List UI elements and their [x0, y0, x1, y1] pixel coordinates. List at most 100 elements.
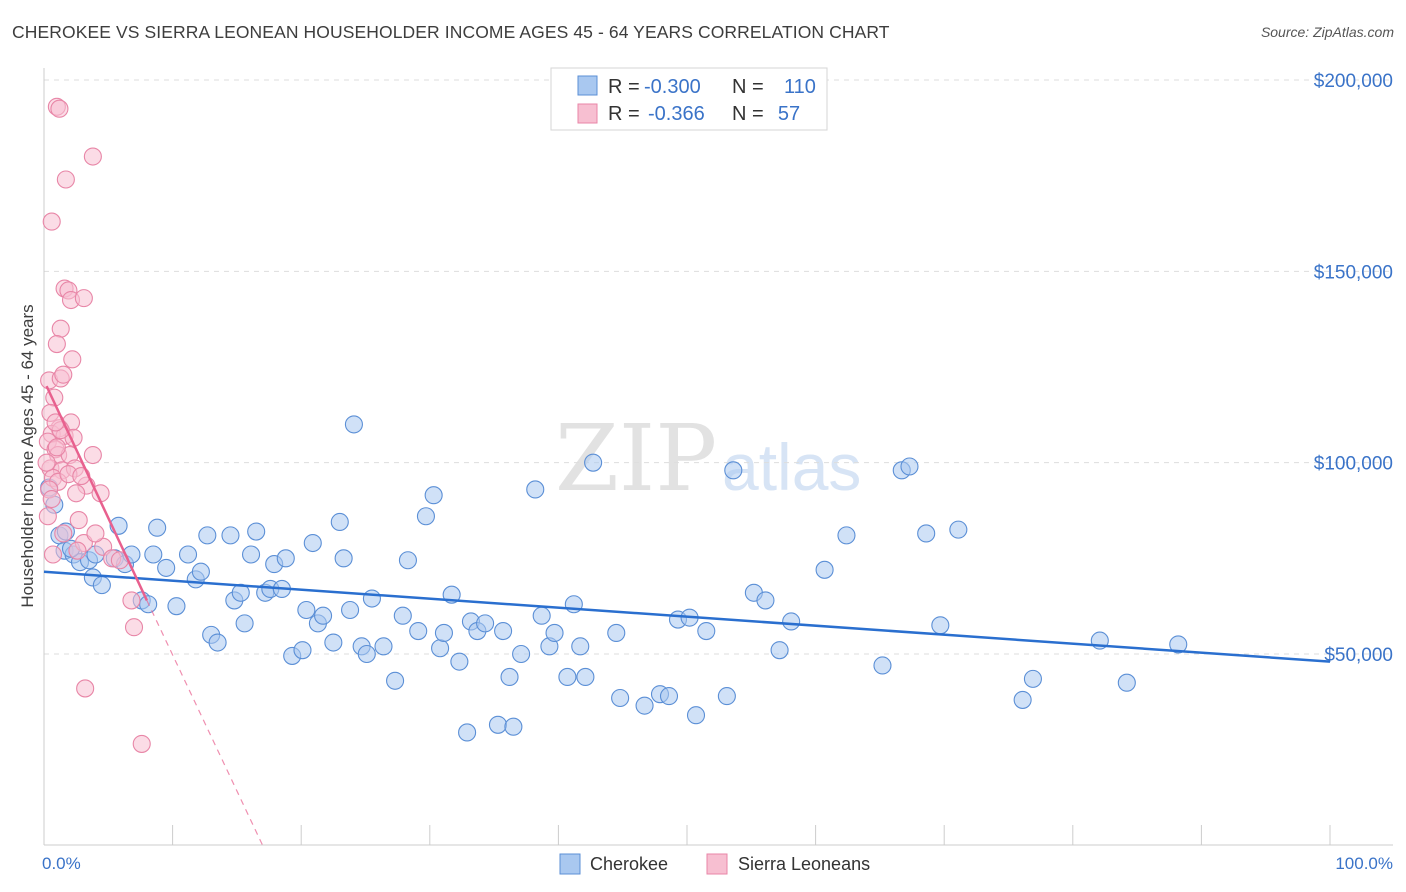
cherokee-point: [198, 526, 217, 545]
cherokee-point: [297, 600, 316, 620]
cherokee-point: [458, 723, 477, 742]
cherokee-point: [931, 616, 950, 635]
cherokee-trend-line: [43, 570, 1331, 663]
cherokee-point: [686, 706, 706, 725]
y-tick-label-150000: $150,000: [1314, 262, 1393, 283]
cherokee-point: [344, 415, 363, 434]
cherokee-point: [532, 606, 551, 625]
cherokee-point: [157, 558, 176, 577]
cherokee-point: [374, 637, 393, 656]
cherokee-point: [324, 633, 343, 652]
cherokee-point: [545, 623, 564, 643]
sierra-leonean-point: [122, 591, 141, 610]
series-legend: Cherokee Sierra Leoneans: [559, 853, 870, 875]
cherokee-point: [576, 667, 595, 687]
cherokee-point: [393, 606, 412, 625]
cherokee-point: [221, 526, 240, 545]
cherokee-point: [571, 637, 590, 656]
x-ticks: [43, 825, 1331, 845]
sierra-leonean-point: [42, 489, 61, 509]
sierra-leonean-point: [132, 734, 151, 753]
cherokee-point: [526, 480, 545, 499]
cherokee-point: [1013, 690, 1032, 709]
legend-r-label-cherokee: R =: [608, 76, 640, 98]
x-tick-label-max: 100.0%: [1335, 854, 1393, 873]
sierra-leonean-point: [83, 147, 102, 166]
cherokee-point: [476, 614, 495, 633]
cherokee-point: [409, 621, 428, 641]
cherokee-point: [717, 687, 736, 706]
sierra-trend-line: [45, 385, 149, 601]
cherokee-point: [782, 612, 801, 631]
sierra-trend-extension: [146, 600, 264, 846]
legend-r-label-sierra: R =: [608, 103, 640, 125]
sierra-leonean-point: [42, 212, 61, 231]
cherokee-points: [40, 415, 1188, 742]
y-tick-label-200000: $200,000: [1314, 71, 1393, 92]
cherokee-point: [303, 533, 322, 553]
cherokee-point: [92, 576, 111, 595]
y-axis-title: Householder Income Ages 45 - 64 years: [18, 304, 37, 607]
gridlines: [44, 79, 1393, 655]
cherokee-point: [416, 507, 435, 526]
sierra-leonean-point: [43, 545, 63, 564]
cherokee-point: [900, 457, 919, 476]
cherokee-point: [873, 656, 892, 675]
cherokee-point: [334, 549, 353, 568]
cherokee-point: [837, 526, 856, 545]
sierra-leonean-point: [124, 618, 144, 637]
cherokee-point: [191, 562, 210, 581]
cherokee-point: [314, 606, 333, 625]
cherokee-point: [611, 688, 630, 708]
cherokee-point: [815, 560, 834, 579]
cherokee-point: [148, 518, 167, 537]
sierra-leonean-point: [54, 524, 73, 543]
trend-lines: [43, 385, 1331, 846]
cherokee-point: [276, 549, 295, 568]
cherokee-point: [434, 623, 453, 643]
cherokee-point: [362, 589, 381, 608]
cherokee-point: [431, 639, 450, 658]
bottom-legend-label-sierra: Sierra Leoneans: [738, 854, 870, 874]
y-tick-label-100000: $100,000: [1314, 454, 1393, 475]
cherokee-point: [330, 512, 349, 532]
cherokee-point: [756, 591, 775, 610]
cherokee-point: [450, 652, 469, 671]
cherokee-point: [208, 633, 227, 652]
cherokee-point: [635, 696, 654, 715]
cherokee-point: [500, 667, 519, 687]
sierra-leonean-point: [47, 334, 66, 354]
legend-n-value-sierra: 57: [778, 103, 800, 125]
sierra-leonean-point: [74, 289, 93, 308]
legend-n-label-sierra: N =: [732, 103, 764, 125]
legend-swatch-sierra: [577, 103, 598, 124]
bottom-legend-swatch-cherokee: [559, 853, 581, 875]
cherokee-point: [584, 453, 603, 472]
cherokee-point: [357, 644, 376, 664]
sierra-leonean-point: [86, 524, 105, 543]
cherokee-point: [398, 551, 417, 570]
cherokee-point: [770, 641, 789, 660]
sierra-leonean-point: [47, 438, 66, 457]
cherokee-point: [494, 621, 513, 641]
legend-n-value-cherokee: 110: [784, 76, 816, 98]
cherokee-point: [949, 520, 968, 539]
legend-swatch-cherokee: [577, 75, 598, 96]
bottom-legend-label-cherokee: Cherokee: [590, 854, 668, 874]
x-tick-label-min: 0.0%: [42, 854, 81, 873]
cherokee-point: [178, 545, 198, 564]
cherokee-point: [917, 524, 936, 543]
y-tick-label-50000: $50,000: [1324, 645, 1393, 666]
axes: [43, 68, 1393, 846]
legend-r-value-sierra: -0.366: [648, 103, 705, 125]
cherokee-point: [504, 717, 523, 736]
sierra-leonean-point: [56, 170, 75, 189]
cherokee-point: [247, 522, 266, 541]
cherokee-point: [488, 715, 508, 734]
cherokee-point: [1117, 673, 1136, 692]
sierra-leonean-point: [63, 350, 82, 369]
cherokee-point: [144, 545, 163, 564]
watermark-atlas: atlas: [722, 430, 861, 504]
sierra-leonean-point: [67, 484, 86, 503]
